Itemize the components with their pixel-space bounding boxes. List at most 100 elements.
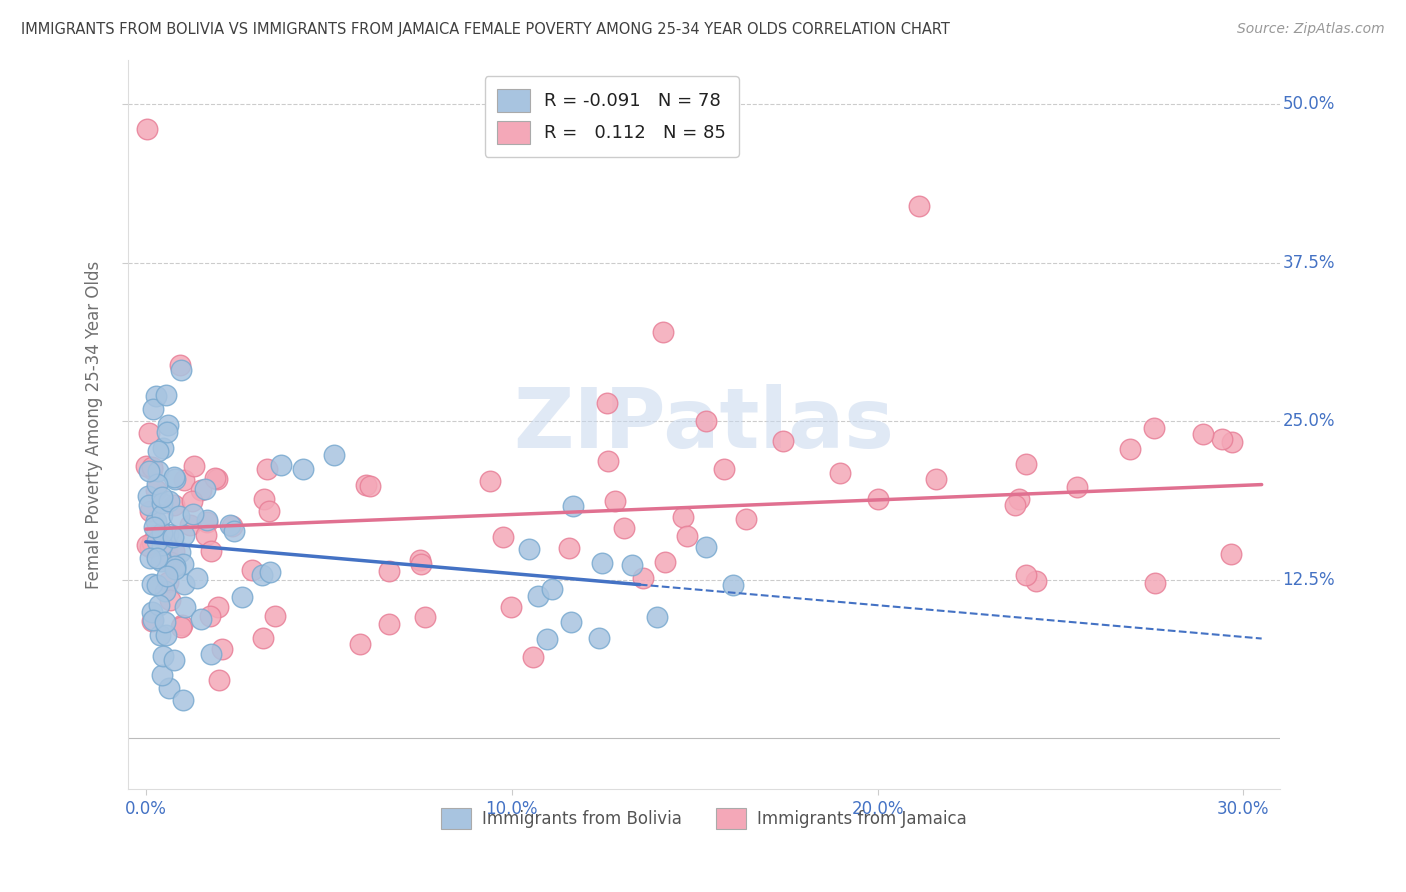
- Point: [138, 499, 160, 513]
- Point: [349, 637, 371, 651]
- Point: [264, 608, 287, 623]
- Point: [250, 567, 273, 582]
- Point: [173, 527, 195, 541]
- Point: [231, 590, 253, 604]
- Point: [162, 470, 184, 484]
- Point: [411, 558, 433, 572]
- Point: [200, 609, 222, 624]
- Point: [713, 462, 735, 476]
- Point: [181, 494, 204, 508]
- Point: [149, 554, 172, 568]
- Point: [141, 459, 163, 474]
- Point: [378, 616, 401, 631]
- Point: [323, 448, 346, 462]
- Point: [695, 540, 717, 554]
- Point: [527, 589, 550, 603]
- Point: [204, 471, 226, 485]
- Point: [138, 550, 160, 565]
- Point: [200, 647, 222, 661]
- Point: [138, 425, 160, 440]
- Point: [163, 544, 186, 558]
- Point: [1211, 432, 1233, 446]
- Point: [925, 472, 948, 486]
- Point: [558, 541, 581, 556]
- Point: [146, 533, 169, 548]
- Point: [141, 577, 163, 591]
- Point: [207, 599, 229, 614]
- Point: [186, 571, 208, 585]
- Point: [157, 494, 180, 508]
- Point: [159, 592, 181, 607]
- Point: [141, 605, 163, 619]
- Point: [621, 558, 644, 572]
- Point: [292, 461, 315, 475]
- Point: [588, 631, 610, 645]
- Point: [157, 417, 180, 432]
- Point: [148, 444, 170, 458]
- Point: [1144, 576, 1167, 591]
- Point: [150, 495, 173, 509]
- Point: [181, 507, 204, 521]
- Point: [408, 553, 430, 567]
- Point: [150, 508, 173, 522]
- Point: [208, 673, 231, 688]
- Point: [591, 556, 613, 570]
- Point: [195, 515, 218, 529]
- Point: [141, 462, 163, 476]
- Point: [152, 649, 174, 664]
- Point: [165, 558, 187, 573]
- Point: [150, 490, 173, 504]
- Point: [155, 388, 177, 402]
- Point: [138, 464, 160, 478]
- Point: [169, 545, 191, 559]
- Point: [165, 472, 187, 486]
- Y-axis label: Female Poverty Among 25-34 Year Olds: Female Poverty Among 25-34 Year Olds: [86, 260, 103, 589]
- Text: ZIPatlas: ZIPatlas: [513, 384, 894, 465]
- Point: [172, 557, 194, 571]
- Legend: Immigrants from Bolivia, Immigrants from Jamaica: Immigrants from Bolivia, Immigrants from…: [434, 801, 973, 836]
- Point: [142, 401, 165, 416]
- Point: [136, 489, 159, 503]
- Point: [257, 504, 280, 518]
- Point: [162, 530, 184, 544]
- Point: [155, 615, 177, 629]
- Point: [522, 649, 544, 664]
- Text: 50.0%: 50.0%: [1282, 95, 1334, 113]
- Point: [1066, 480, 1088, 494]
- Point: [647, 610, 669, 624]
- Point: [259, 565, 281, 579]
- Point: [138, 504, 160, 518]
- Point: [146, 476, 169, 491]
- Point: [179, 517, 201, 532]
- Point: [1025, 574, 1047, 589]
- Point: [672, 509, 695, 524]
- Point: [654, 555, 676, 569]
- Point: [517, 541, 540, 556]
- Point: [253, 491, 276, 506]
- Point: [150, 668, 173, 682]
- Point: [613, 520, 636, 534]
- Point: [195, 513, 218, 527]
- Point: [141, 535, 163, 549]
- Text: 37.5%: 37.5%: [1282, 253, 1334, 272]
- Point: [150, 525, 173, 540]
- Point: [146, 578, 169, 592]
- Point: [596, 396, 619, 410]
- Point: [145, 527, 167, 541]
- Point: [205, 472, 228, 486]
- Point: [145, 483, 167, 497]
- Point: [908, 198, 931, 212]
- Point: [174, 600, 197, 615]
- Text: 25.0%: 25.0%: [1282, 412, 1334, 430]
- Point: [735, 511, 758, 525]
- Point: [221, 518, 243, 533]
- Point: [1015, 457, 1038, 471]
- Point: [1004, 498, 1026, 512]
- Point: [492, 530, 515, 544]
- Text: 12.5%: 12.5%: [1282, 571, 1334, 589]
- Point: [830, 467, 852, 481]
- Point: [163, 653, 186, 667]
- Point: [156, 545, 179, 559]
- Text: Source: ZipAtlas.com: Source: ZipAtlas.com: [1237, 22, 1385, 37]
- Point: [157, 574, 180, 589]
